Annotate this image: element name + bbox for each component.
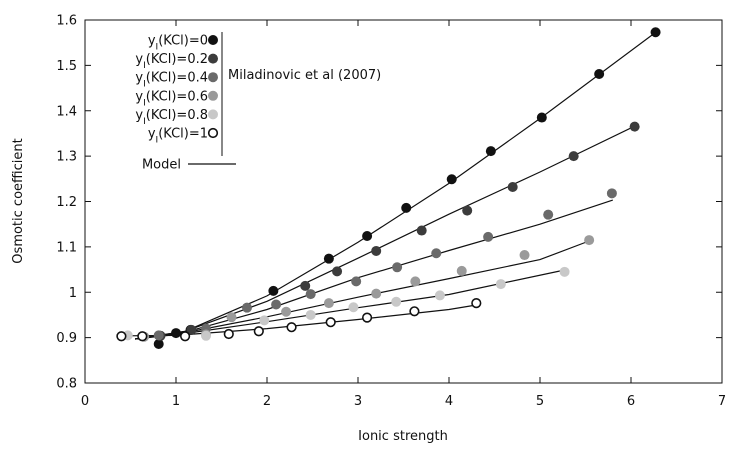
x-axis-ticks: 0 1 2 3 4 5 6 7 (81, 20, 726, 409)
x-tick-label: 1 (172, 394, 180, 409)
y-tick-label: 0.8 (56, 377, 77, 392)
data-point (153, 330, 164, 341)
x-tick-label: 4 (445, 394, 453, 409)
data-point (171, 328, 181, 339)
data-point (584, 235, 595, 246)
legend-marker (208, 109, 218, 120)
data-point (348, 302, 359, 313)
legend-marker (208, 35, 218, 45)
y-tick-label: 1.2 (56, 195, 77, 210)
y-axis-ticks: 0.8 0.9 1 1.1 1.2 1.3 1.4 1.5 1.6 (56, 14, 722, 392)
x-tick-label: 3 (354, 394, 362, 409)
data-point (401, 202, 412, 213)
data-point (446, 174, 457, 185)
data-point (471, 298, 482, 309)
y-tick-label: 1.4 (56, 104, 77, 119)
data-point (325, 317, 336, 328)
data-point (519, 250, 530, 261)
data-point (271, 299, 282, 310)
legend-label: yI(KCl)=0.4 (135, 71, 208, 90)
data-point (416, 225, 427, 236)
data-point (371, 245, 382, 256)
data-point (116, 331, 127, 342)
data-point (201, 330, 212, 341)
y-tick-label: 1.1 (56, 240, 77, 255)
data-point (495, 279, 506, 290)
legend-marker (208, 53, 218, 64)
data-point (536, 112, 547, 123)
data-point (431, 248, 442, 259)
legend-label: yI(KCl)=1 (148, 127, 208, 146)
y-tick-label: 0.9 (56, 331, 77, 346)
legend-marker (208, 72, 218, 83)
data-point (485, 146, 496, 157)
legend-marker (207, 127, 219, 139)
model-line (135, 125, 635, 340)
data-point (543, 209, 554, 220)
data-source-label: Miladinovic et al (2007) (228, 68, 381, 83)
data-point (371, 288, 382, 299)
data-point (629, 121, 640, 132)
data-point (137, 331, 148, 342)
data-point (434, 290, 445, 301)
x-tick-label: 7 (718, 394, 726, 409)
data-point (409, 306, 420, 317)
data-point (559, 266, 570, 277)
data-point (186, 324, 197, 335)
legend-label: yI(KCl)=0 (148, 34, 208, 53)
data-point (241, 302, 252, 313)
data-point (323, 298, 334, 309)
x-tick-label: 0 (81, 394, 89, 409)
legend: yI(KCl)=0yI(KCl)=0.2yI(KCl)=0.4yI(KCl)=0… (135, 32, 381, 173)
y-tick-label: 1 (69, 286, 77, 301)
legend-marker (208, 90, 218, 101)
data-point (462, 205, 473, 216)
data-point (180, 331, 191, 342)
data-point (323, 253, 334, 264)
data-point (606, 188, 617, 199)
data-point (226, 312, 237, 323)
legend-label: yI(KCl)=0.8 (135, 108, 208, 127)
x-axis-title: Ionic strength (358, 429, 448, 444)
data-point (300, 280, 311, 291)
data-point (650, 27, 661, 38)
data-point (259, 315, 270, 326)
data-point (410, 276, 421, 287)
legend-label: yI(KCl)=0.6 (135, 89, 208, 108)
data-point (362, 312, 373, 323)
data-point (483, 231, 494, 242)
data-point (268, 285, 279, 296)
data-point (223, 328, 234, 340)
data-point (305, 309, 316, 320)
data-point (305, 289, 316, 300)
legend-label: yI(KCl)=0.2 (135, 52, 208, 71)
data-point (568, 151, 579, 162)
data-point (594, 68, 605, 79)
data-point (456, 265, 467, 276)
data-point (153, 338, 164, 349)
data-point (281, 306, 292, 317)
x-tick-label: 6 (627, 394, 635, 409)
data-point (507, 181, 518, 192)
x-tick-label: 2 (263, 394, 271, 409)
data-point (286, 322, 297, 333)
data-point (332, 266, 343, 277)
data-point (392, 262, 403, 273)
data-points (116, 27, 661, 349)
y-tick-label: 1.3 (56, 150, 77, 165)
x-tick-label: 5 (536, 394, 544, 409)
data-point (253, 326, 264, 337)
data-point (351, 276, 362, 287)
model-line (125, 304, 477, 337)
y-tick-label: 1.5 (56, 59, 77, 74)
data-point (391, 296, 402, 307)
data-point (362, 230, 373, 241)
y-axis-title: Osmotic coefficient (11, 138, 26, 263)
model-legend-label: Model (142, 158, 181, 173)
y-tick-label: 1.6 (56, 14, 77, 29)
